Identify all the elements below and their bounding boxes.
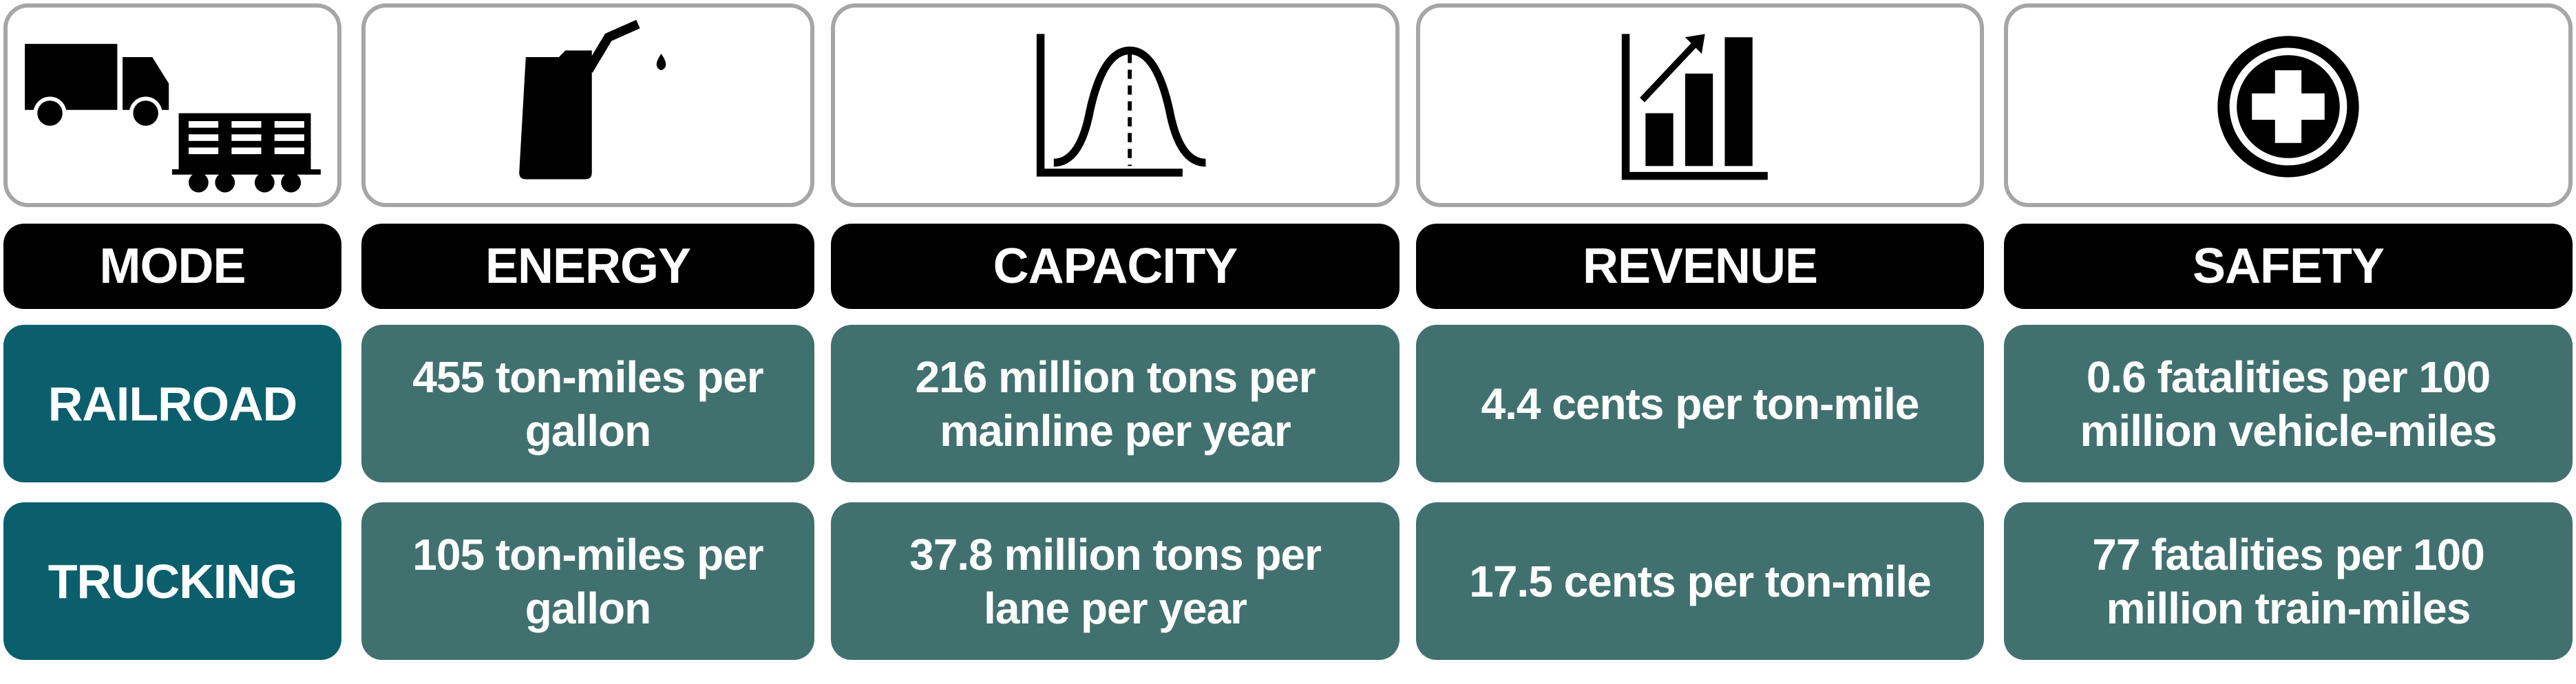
data-cell: 455 ton-miles per gallon bbox=[361, 325, 814, 482]
cell-line: lane per year bbox=[984, 583, 1247, 633]
cell-line: gallon bbox=[525, 405, 651, 456]
energy-icon bbox=[361, 3, 814, 207]
header-cell: CAPACITY bbox=[831, 224, 1400, 309]
revenue-icon bbox=[1416, 3, 1984, 207]
cell-line: 455 ton-miles per bbox=[412, 352, 763, 402]
cell-line: 105 ton-miles per bbox=[412, 529, 763, 579]
cross-icon bbox=[2217, 36, 2359, 178]
bar-growth-icon bbox=[1621, 34, 1768, 180]
header-cell: ENERGY bbox=[361, 224, 814, 309]
header-cell: MODE bbox=[3, 224, 341, 309]
cell-line: 77 fatalities per 100 bbox=[2092, 529, 2485, 579]
mode-cell: TRUCKING bbox=[3, 502, 341, 660]
cell-line: mainline per year bbox=[940, 405, 1291, 456]
data-cell: 17.5 cents per ton-mile bbox=[1416, 502, 1984, 660]
cell-line: 17.5 cents per ton-mile bbox=[1469, 556, 1932, 606]
cell-line: 0.6 fatalities per 100 bbox=[2086, 352, 2491, 402]
header-cell: REVENUE bbox=[1416, 224, 1984, 309]
data-cell: 105 ton-miles per gallon bbox=[361, 502, 814, 660]
cell-line: million train-miles bbox=[2106, 583, 2471, 633]
data-cell: 77 fatalities per 100 million train-miles bbox=[2004, 502, 2573, 660]
cell-line: 216 million tons per bbox=[915, 352, 1316, 402]
mode-cell: RAILROAD bbox=[3, 325, 341, 482]
data-cell: 37.8 million tons per lane per year bbox=[831, 502, 1400, 660]
cell-line: 37.8 million tons per bbox=[909, 529, 1322, 579]
cell-line: gallon bbox=[525, 583, 651, 633]
safety-icon bbox=[2004, 3, 2573, 207]
truck-train-icon bbox=[25, 43, 321, 193]
bell-curve-icon bbox=[1036, 34, 1206, 177]
header-cell: SAFETY bbox=[2004, 224, 2573, 309]
data-cell: 0.6 fatalities per 100 million vehicle-mi… bbox=[2004, 325, 2573, 482]
fuel-can-icon bbox=[519, 19, 666, 180]
data-cell: 216 million tons per mainline per year bbox=[831, 325, 1400, 482]
data-cell: 4.4 cents per ton-mile bbox=[1416, 325, 1984, 482]
mode-icon bbox=[3, 3, 341, 207]
capacity-icon bbox=[831, 3, 1400, 207]
cell-line: million vehicle-miles bbox=[2080, 405, 2498, 456]
cell-line: 4.4 cents per ton-mile bbox=[1481, 378, 1920, 429]
